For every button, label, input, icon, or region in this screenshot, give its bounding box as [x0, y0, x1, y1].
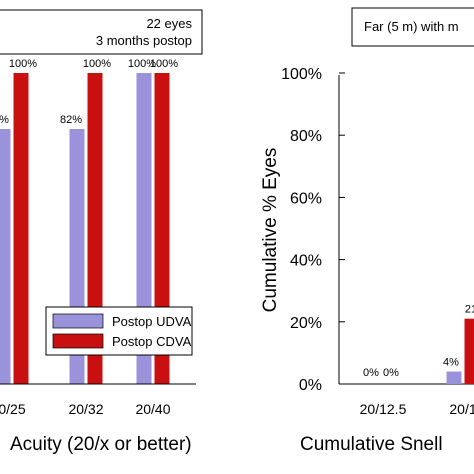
data-label-udva-2: 82%: [60, 114, 82, 126]
legend-swatch-cdva: [52, 333, 104, 349]
data-label-cdva-2: 100%: [83, 58, 111, 70]
y-tick-label-3: 40%: [290, 253, 322, 270]
left-annotation-line2: 3 months postop: [96, 33, 192, 48]
right-data-label-udva-2: 4%: [443, 357, 459, 369]
left-annotation-line1: 22 eyes: [146, 16, 192, 31]
data-label-udva-3: 100%: [128, 58, 156, 70]
left-bars: [0, 73, 170, 384]
x-tick-label-1: 0/25: [0, 401, 26, 417]
data-label-cdva-1: 100%: [9, 58, 37, 70]
x-tick-label-3: 20/40: [135, 401, 170, 417]
bar-udva-3: [136, 73, 152, 384]
left-annotation-box: 22 eyes 3 months postop: [0, 9, 203, 55]
right-data-labels: 0% 0% 4% 21: [363, 304, 474, 379]
right-x-tick-label-2: 20/1: [449, 401, 474, 417]
right-data-label-cdva-2: 21: [465, 304, 474, 316]
y-tick-label-4: 60%: [290, 190, 322, 207]
y-tick-label-5: 80%: [290, 128, 322, 145]
data-label-cdva-3: 100%: [150, 58, 178, 70]
right-y-axis-title: Cumulative % Eyes: [260, 148, 281, 313]
right-bar-cdva-2: [464, 318, 474, 384]
right-x-axis-title: Cumulative Snell: [300, 434, 443, 455]
right-annotation-box: Far (5 m) with m: [351, 7, 474, 47]
left-legend: Postop UDVA Postop CDVA: [45, 306, 193, 356]
right-x-tick-labels: 20/12.5 20/1: [360, 401, 474, 417]
x-tick-label-2: 20/32: [68, 401, 103, 417]
y-tick-label-2: 20%: [290, 315, 322, 332]
right-bar-udva-2: [446, 371, 462, 384]
right-bars: [446, 318, 474, 384]
legend-label-udva: Postop UDVA: [112, 314, 192, 329]
data-label-udva-1: 2%: [0, 114, 9, 126]
right-x-tick-label-1: 20/12.5: [360, 401, 407, 417]
bar-cdva-2: [87, 73, 103, 384]
y-tick-label-1: 0%: [299, 377, 322, 394]
right-data-label-udva-1: 0%: [363, 367, 379, 379]
left-x-axis-title: Acuity (20/x or better): [10, 434, 192, 455]
legend-swatch-udva: [52, 313, 104, 329]
y-tick-label-6: 100%: [281, 66, 322, 83]
legend-label-cdva: Postop CDVA: [112, 334, 192, 349]
bar-udva-1: [0, 128, 11, 384]
left-data-labels: 2%100%82%100%100%100%: [0, 58, 178, 126]
right-y-tick-labels: 0% 20% 40% 60% 80% 100%: [281, 66, 345, 394]
bar-cdva-1: [13, 73, 29, 384]
right-annotation-line1: Far (5 m) with m: [364, 19, 459, 34]
bar-cdva-3: [154, 73, 170, 384]
left-x-tick-labels: 0/25 20/32 20/40: [0, 401, 171, 417]
right-data-label-cdva-1: 0%: [383, 367, 399, 379]
